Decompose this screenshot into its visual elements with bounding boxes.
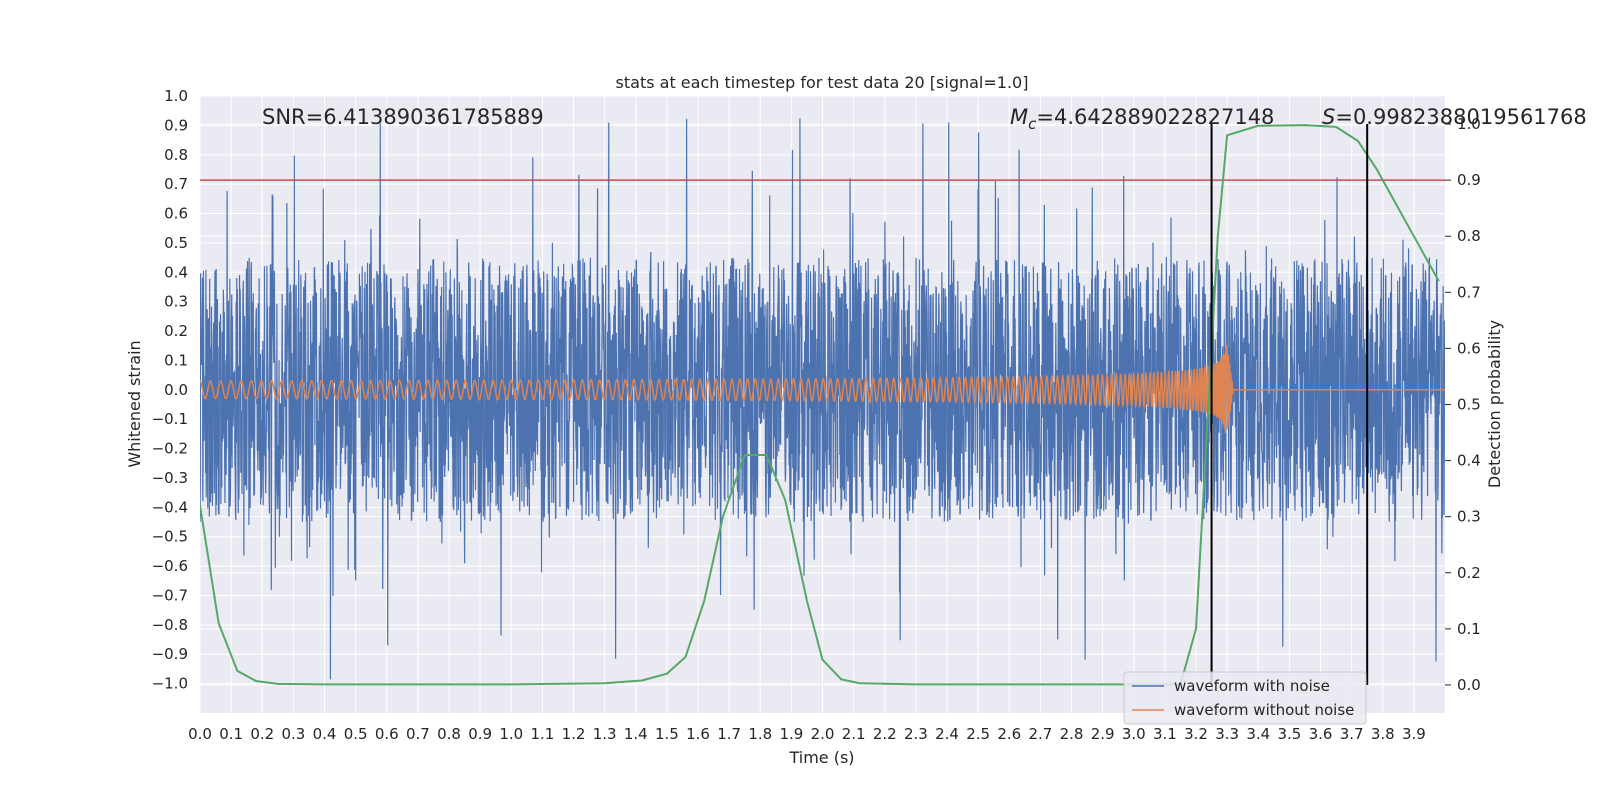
x-tick-label: 3.6	[1309, 725, 1333, 743]
x-tick-label: 1.5	[655, 725, 679, 743]
y-axis-right-ticks: 0.0 0.1 0.2 0.3 0.4 0.5 0.6 0.7 0.8 0.9 1.0	[1445, 115, 1481, 694]
x-tick-label: 0.7	[406, 725, 430, 743]
y-right-tick-label: 0.2	[1457, 564, 1481, 582]
y-tick-label: −0.2	[152, 440, 188, 458]
y-right-tick-label: 0.6	[1457, 339, 1481, 357]
x-tick-label: 3.7	[1340, 725, 1364, 743]
y-tick-label: 0.2	[164, 322, 188, 340]
y-right-tick-label: 0.7	[1457, 283, 1481, 301]
x-tick-label: 0.6	[375, 725, 399, 743]
y-right-tick-label: 0.5	[1457, 396, 1481, 414]
x-tick-label: 1.4	[624, 725, 648, 743]
y-tick-label: 0.6	[164, 205, 188, 223]
y-axis-right-label: Detection probability	[1485, 320, 1504, 488]
y-tick-label: −0.5	[152, 528, 188, 546]
x-tick-label: 1.8	[748, 725, 772, 743]
x-tick-label: 0.5	[344, 725, 368, 743]
x-tick-label: 0.4	[313, 725, 337, 743]
x-tick-label: 2.0	[811, 725, 835, 743]
chirp-mass-symbol: M	[1010, 105, 1028, 129]
y-tick-label: 0.5	[164, 234, 188, 252]
score-value: =0.9982388019561768	[1335, 105, 1586, 129]
y-tick-label: 0.4	[164, 263, 188, 281]
score-annotation: S=0.9982388019561768	[1322, 105, 1587, 129]
chirp-mass-annotation: Mc=4.642889022827148	[1010, 105, 1274, 133]
y-tick-label: 0.8	[164, 146, 188, 164]
x-tick-label: 1.6	[686, 725, 710, 743]
x-tick-label: 0.2	[250, 725, 274, 743]
y-tick-label: −0.3	[152, 469, 188, 487]
y-axis-label: Whitened strain	[125, 340, 144, 467]
x-tick-label: 3.3	[1215, 725, 1239, 743]
y-tick-label: 0.1	[164, 351, 188, 369]
y-tick-label: −0.1	[152, 410, 188, 428]
y-right-tick-label: 0.9	[1457, 171, 1481, 189]
series-waveform-with-noise	[200, 118, 1445, 680]
y-right-tick-label: 0.1	[1457, 620, 1481, 638]
y-tick-label: 1.0	[164, 87, 188, 105]
y-tick-label: −0.8	[152, 616, 188, 634]
y-axis-ticks: 1.0 0.9 0.8 0.7 0.6 0.5 0.4 0.3 0.2 0.1 0.0 −0.1 −0.…	[152, 87, 188, 693]
y-tick-label: 0.7	[164, 175, 188, 193]
y-right-tick-label: 1.0	[1457, 115, 1481, 133]
x-tick-label: 0.3	[281, 725, 305, 743]
x-tick-label: 2.8	[1060, 725, 1084, 743]
legend-box	[1123, 671, 1367, 725]
x-axis-ticks: 0.0 0.1 0.2 0.3 0.4 0.5 0.6 0.7 0.8 0.9 1.0 1.1 1.2 1…	[188, 725, 1426, 743]
series-waveform-without-noise	[200, 345, 1445, 434]
x-tick-label: 1.9	[779, 725, 803, 743]
x-tick-label: 1.1	[530, 725, 554, 743]
y-right-tick-label: 0.8	[1457, 227, 1481, 245]
y-tick-label: 0.3	[164, 293, 188, 311]
x-tick-label: 1.2	[562, 725, 586, 743]
x-axis-label: Time (s)	[788, 748, 854, 767]
x-tick-label: 3.0	[1122, 725, 1146, 743]
chirp-mass-subscript: c	[1028, 115, 1037, 133]
x-tick-label: 3.5	[1277, 725, 1301, 743]
x-tick-label: 0.8	[437, 725, 461, 743]
series-detection-probability	[200, 124, 1440, 686]
y-right-tick-label: 0.3	[1457, 508, 1481, 526]
x-tick-label: 0.1	[219, 725, 243, 743]
x-tick-label: 3.8	[1371, 725, 1395, 743]
x-tick-label: 2.1	[842, 725, 866, 743]
y-tick-label: −1.0	[152, 675, 188, 693]
y-right-tick-label: 0.4	[1457, 452, 1481, 470]
x-tick-label: 3.1	[1153, 725, 1177, 743]
x-tick-label: 3.9	[1402, 725, 1426, 743]
x-tick-label: 3.4	[1246, 725, 1270, 743]
x-tick-label: 2.6	[997, 725, 1021, 743]
y-tick-label: −0.6	[152, 557, 188, 575]
y-tick-label: −0.9	[152, 645, 188, 663]
y-right-tick-label: 0.0	[1457, 676, 1481, 694]
x-tick-label: 2.2	[873, 725, 897, 743]
y-tick-label: −0.4	[152, 498, 188, 516]
x-tick-label: 2.3	[904, 725, 928, 743]
x-tick-label: 1.7	[717, 725, 741, 743]
x-tick-label: 2.9	[1091, 725, 1115, 743]
vertical-markers	[1210, 124, 1369, 685]
legend: waveform with noise waveform without noi…	[1123, 671, 1367, 725]
y-tick-label: 0.9	[164, 116, 188, 134]
y-tick-label: −0.7	[152, 586, 188, 604]
x-tick-label: 2.4	[935, 725, 959, 743]
legend-label-waveform-with-noise: waveform with noise	[1174, 677, 1330, 695]
chart-title: stats at each timestep for test data 20 …	[616, 73, 1029, 92]
x-tick-label: 0.0	[188, 725, 212, 743]
x-tick-label: 3.2	[1184, 725, 1208, 743]
x-tick-label: 0.9	[468, 725, 492, 743]
series-layer	[200, 118, 1445, 686]
snr-annotation: SNR=6.413890361785889	[262, 105, 544, 129]
chirp-mass-value: =4.642889022827148	[1036, 105, 1274, 129]
score-symbol: S	[1322, 105, 1335, 129]
x-tick-label: 1.3	[593, 725, 617, 743]
x-tick-label: 1.0	[499, 725, 523, 743]
legend-label-waveform-without-noise: waveform without noise	[1174, 701, 1354, 719]
x-tick-label: 2.5	[966, 725, 990, 743]
x-tick-label: 2.7	[1028, 725, 1052, 743]
y-tick-label: 0.0	[164, 381, 188, 399]
